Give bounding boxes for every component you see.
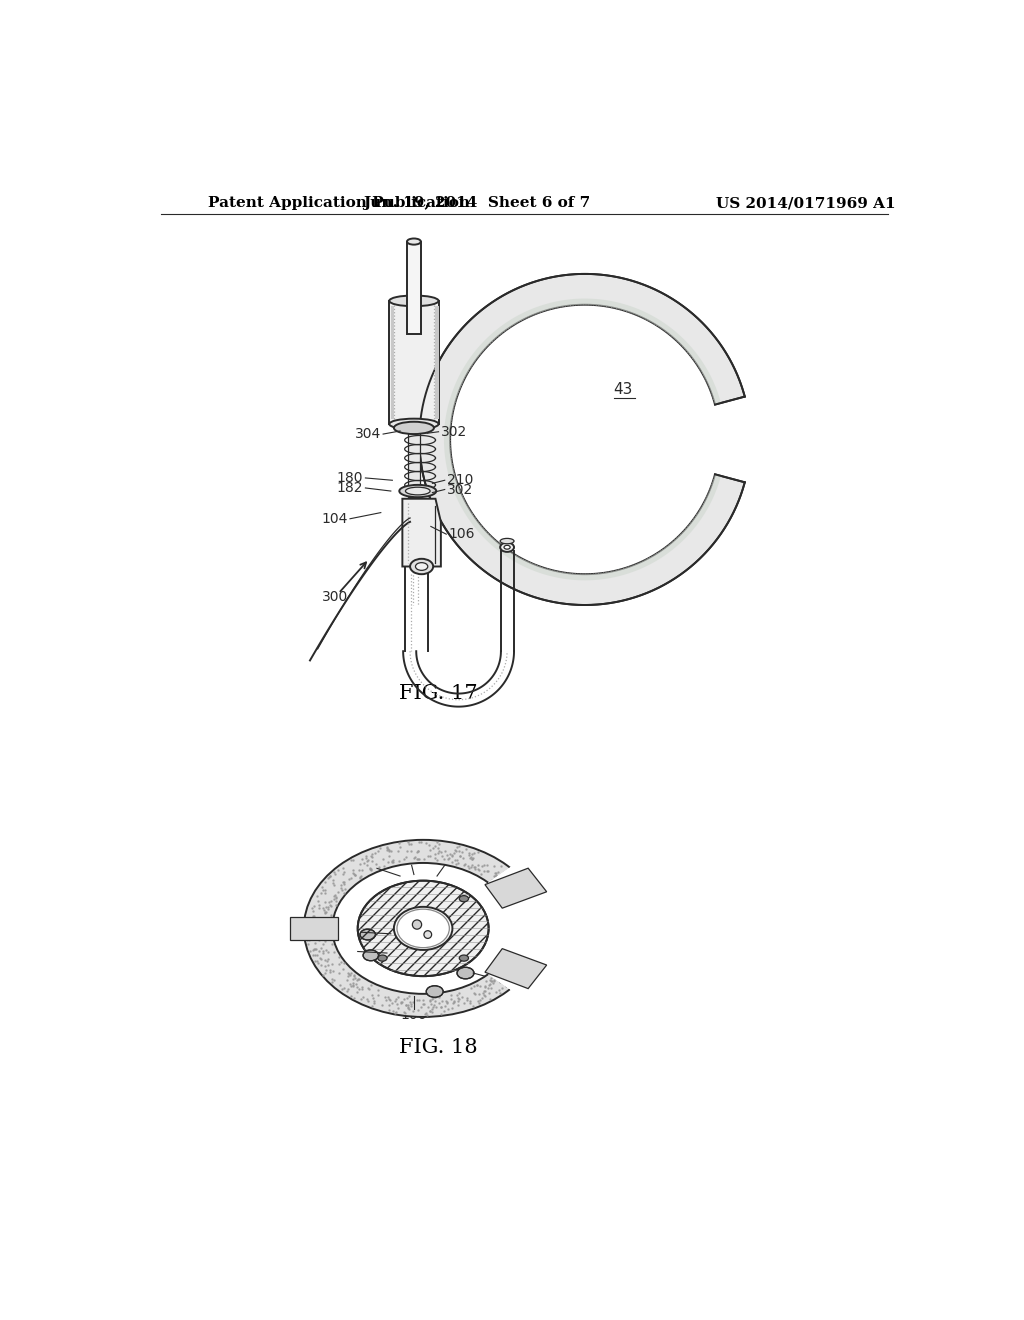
Ellipse shape bbox=[389, 296, 438, 306]
Polygon shape bbox=[408, 428, 420, 498]
Text: FIG. 17: FIG. 17 bbox=[399, 684, 478, 704]
Wedge shape bbox=[423, 853, 554, 1003]
Ellipse shape bbox=[399, 484, 436, 498]
Ellipse shape bbox=[389, 418, 438, 429]
Ellipse shape bbox=[357, 880, 488, 977]
Wedge shape bbox=[423, 863, 537, 994]
Ellipse shape bbox=[394, 422, 434, 434]
Ellipse shape bbox=[460, 895, 469, 902]
Ellipse shape bbox=[406, 487, 430, 495]
Text: Jun. 19, 2014  Sheet 6 of 7: Jun. 19, 2014 Sheet 6 of 7 bbox=[364, 197, 591, 210]
Text: 104: 104 bbox=[322, 512, 348, 525]
Ellipse shape bbox=[360, 929, 376, 940]
Text: 304: 304 bbox=[458, 855, 484, 870]
Ellipse shape bbox=[394, 907, 453, 950]
Polygon shape bbox=[435, 306, 438, 418]
Polygon shape bbox=[444, 298, 721, 581]
Text: US 2014/0171969 A1: US 2014/0171969 A1 bbox=[716, 197, 895, 210]
Ellipse shape bbox=[397, 909, 450, 948]
Ellipse shape bbox=[378, 956, 387, 961]
Ellipse shape bbox=[333, 863, 514, 994]
Ellipse shape bbox=[304, 840, 543, 1016]
Ellipse shape bbox=[426, 986, 443, 998]
Wedge shape bbox=[423, 857, 549, 1001]
Text: 43: 43 bbox=[613, 381, 633, 397]
Ellipse shape bbox=[407, 239, 421, 244]
Polygon shape bbox=[419, 275, 744, 605]
Circle shape bbox=[424, 931, 432, 939]
Ellipse shape bbox=[364, 950, 379, 961]
Text: 106: 106 bbox=[449, 527, 475, 541]
Ellipse shape bbox=[410, 558, 433, 574]
Text: 182: 182 bbox=[337, 480, 364, 495]
Text: 304: 304 bbox=[354, 428, 381, 441]
Polygon shape bbox=[389, 301, 438, 424]
Ellipse shape bbox=[416, 562, 428, 570]
Text: Patent Application Publication: Patent Application Publication bbox=[208, 197, 470, 210]
Text: 300: 300 bbox=[322, 590, 348, 605]
Ellipse shape bbox=[500, 539, 514, 544]
Ellipse shape bbox=[500, 543, 514, 552]
Wedge shape bbox=[423, 859, 543, 997]
Text: 180: 180 bbox=[331, 925, 357, 940]
Polygon shape bbox=[485, 869, 547, 908]
Text: 302: 302 bbox=[447, 483, 473, 496]
Ellipse shape bbox=[457, 968, 474, 979]
Text: 182: 182 bbox=[328, 945, 354, 958]
Polygon shape bbox=[402, 499, 441, 566]
Text: 302: 302 bbox=[400, 855, 427, 869]
Text: 302: 302 bbox=[441, 425, 467, 438]
Text: FIG. 18: FIG. 18 bbox=[399, 1039, 478, 1057]
Ellipse shape bbox=[460, 956, 469, 961]
Text: 104: 104 bbox=[347, 862, 374, 875]
Ellipse shape bbox=[504, 545, 510, 549]
Polygon shape bbox=[485, 949, 547, 989]
Polygon shape bbox=[407, 242, 421, 334]
Text: 106: 106 bbox=[400, 1007, 427, 1022]
Text: 210: 210 bbox=[488, 969, 515, 983]
Circle shape bbox=[413, 920, 422, 929]
Polygon shape bbox=[290, 917, 339, 940]
Polygon shape bbox=[391, 306, 394, 418]
Text: 180: 180 bbox=[337, 471, 364, 484]
Text: 210: 210 bbox=[447, 474, 473, 487]
